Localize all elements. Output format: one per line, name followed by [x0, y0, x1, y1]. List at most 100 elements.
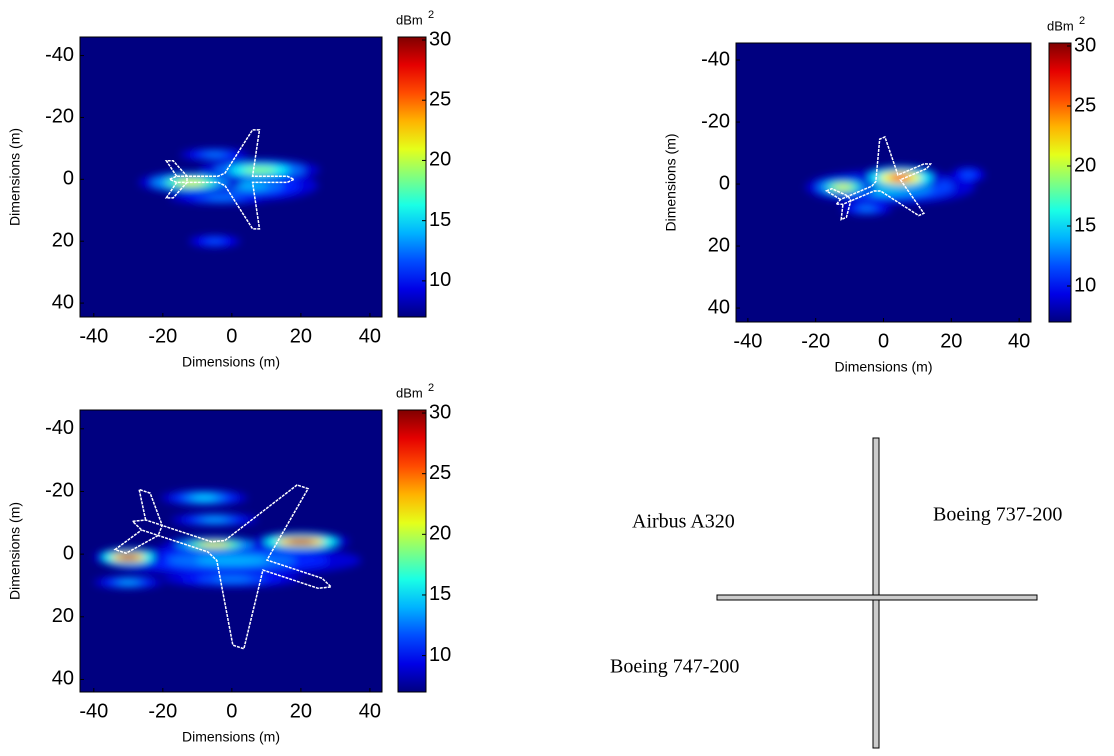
x-tick-label: 0 — [226, 700, 237, 722]
diagram-label: Boeing 737-200 — [933, 504, 1062, 526]
aircraft-body — [132, 484, 333, 650]
aircraft-outline — [164, 129, 296, 230]
colorbar-label: dBm — [396, 385, 423, 400]
heatmap — [805, 165, 986, 216]
aircraft-outline — [113, 484, 333, 650]
colorbar-tick-label: 30 — [429, 28, 451, 50]
colorbar-tick-label: 10 — [429, 644, 451, 666]
x-tick-label: 40 — [359, 325, 381, 347]
colorbar-tick-label: 25 — [429, 462, 451, 484]
colorbar-label-superscript: 2 — [428, 9, 434, 21]
y-tick-label: 0 — [719, 172, 730, 194]
y-tick-label: -20 — [45, 106, 74, 128]
cross-center — [874, 596, 878, 599]
x-tick-label: -20 — [801, 330, 830, 352]
colorbar-tick-label: 30 — [1074, 34, 1096, 56]
colorbar — [1048, 42, 1072, 323]
x-axis-label: Dimensions (m) — [834, 359, 932, 375]
colorbar-tick-label: 20 — [1074, 154, 1096, 176]
colorbar-tick-label: 20 — [429, 523, 451, 545]
y-tick-label: -40 — [45, 417, 74, 439]
y-tick-label: 0 — [63, 542, 74, 564]
y-tick-label: 20 — [52, 605, 74, 627]
colorbar-tick-label: 15 — [429, 209, 451, 231]
heat-blob — [888, 174, 913, 182]
x-tick-label: 20 — [940, 330, 962, 352]
aircraft-tail — [824, 187, 852, 221]
colorbar-tick-label: 20 — [429, 149, 451, 171]
heat-blob — [242, 167, 277, 174]
x-tick-label: 20 — [290, 325, 312, 347]
y-axis-label: Dimensions (m) — [7, 502, 23, 600]
heat-blob — [204, 152, 225, 157]
y-tick-label: 0 — [63, 168, 74, 190]
diagram-label: Airbus A320 — [632, 511, 735, 533]
colorbar — [397, 409, 427, 693]
y-tick-label: -20 — [45, 480, 74, 502]
heat-blob — [118, 554, 138, 560]
y-axis-label: Dimensions (m) — [7, 128, 23, 226]
plot-frame — [79, 409, 383, 693]
colorbar-tick-label: 10 — [429, 269, 451, 291]
heat-blob — [200, 542, 230, 547]
heat-blob — [118, 580, 138, 585]
colorbar — [397, 36, 427, 318]
heat-blob — [287, 538, 315, 545]
x-axis-label: Dimensions (m) — [182, 354, 280, 370]
colorbar-tick-label: 25 — [429, 89, 451, 111]
heat-blob — [192, 495, 217, 500]
aircraft-tail — [164, 160, 188, 199]
colorbar-label: dBm — [396, 12, 423, 27]
x-tick-label: -40 — [733, 330, 762, 352]
y-tick-label: -40 — [45, 44, 74, 66]
plot-frame — [79, 36, 383, 318]
x-tick-label: -40 — [79, 700, 108, 722]
heatmap — [93, 489, 362, 589]
heat-blob — [963, 172, 974, 177]
x-tick-label: -20 — [148, 700, 177, 722]
heat-blob — [859, 207, 874, 211]
x-tick-label: 20 — [290, 700, 312, 722]
x-tick-label: 40 — [1008, 330, 1030, 352]
colorbar-tick-label: 15 — [429, 583, 451, 605]
y-tick-label: -20 — [701, 110, 730, 132]
colorbar-tick-label: 30 — [429, 401, 451, 423]
aircraft-body — [835, 135, 933, 217]
heat-blob — [212, 577, 252, 582]
aircraft-body — [169, 129, 296, 230]
quadrant-diagram: Airbus A320 Boeing 737-200 Boeing 747-20… — [610, 437, 1062, 749]
heat-blob — [833, 184, 853, 190]
x-tick-label: 40 — [359, 700, 381, 722]
x-tick-label: -20 — [148, 325, 177, 347]
y-tick-label: 20 — [708, 234, 730, 256]
colorbar-tick-label: 10 — [1074, 274, 1096, 296]
colorbar-label: dBm — [1047, 18, 1074, 33]
aircraft-tail — [113, 488, 163, 555]
y-tick-label: -40 — [701, 48, 730, 70]
heatmap — [138, 148, 320, 248]
y-tick-label: 40 — [52, 291, 74, 313]
vertical-bar — [872, 437, 880, 749]
colorbar-tick-label: 15 — [1074, 214, 1096, 236]
colorbar-label-superscript: 2 — [1079, 15, 1085, 27]
y-tick-label: 40 — [52, 668, 74, 690]
colorbar-label-superscript: 2 — [428, 382, 434, 394]
y-axis-label: Dimensions (m) — [663, 133, 679, 231]
heat-blob — [202, 517, 227, 522]
x-axis-label: Dimensions (m) — [182, 729, 280, 745]
x-tick-label: -40 — [79, 325, 108, 347]
heat-blob — [207, 239, 222, 243]
y-tick-label: 20 — [52, 229, 74, 251]
heat-blob — [207, 196, 237, 200]
aircraft-outline — [824, 135, 933, 221]
y-tick-label: 40 — [708, 296, 730, 318]
diagram-label: Boeing 747-200 — [610, 656, 739, 678]
x-tick-label: 0 — [226, 325, 237, 347]
colorbar-tick-label: 25 — [1074, 94, 1096, 116]
heat-blob — [195, 556, 269, 565]
x-tick-label: 0 — [878, 330, 889, 352]
